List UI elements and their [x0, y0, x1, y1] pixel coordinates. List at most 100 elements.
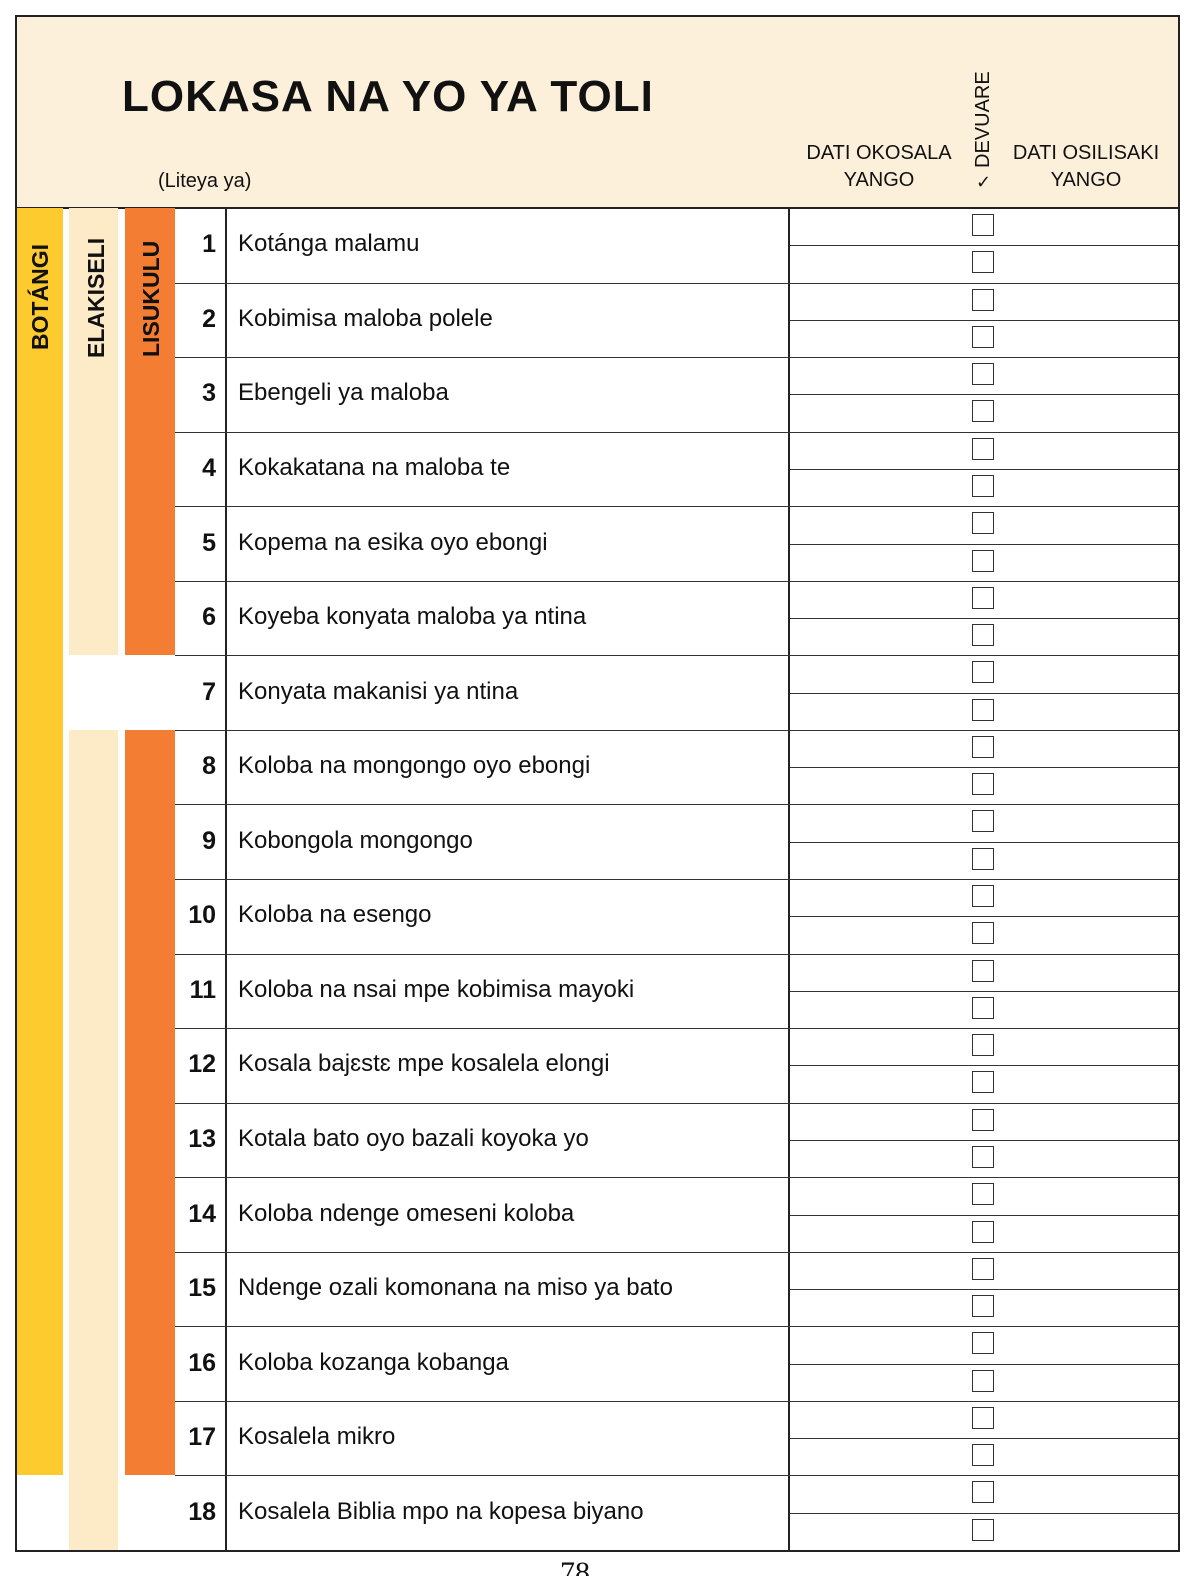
sub-line — [790, 767, 1178, 769]
sub-line — [790, 692, 1178, 694]
checkbox[interactable] — [972, 959, 994, 982]
row-line — [175, 1102, 1178, 1104]
sub-line — [790, 319, 1178, 321]
row-text: Kobongola mongongo — [238, 826, 473, 854]
checkbox[interactable] — [972, 773, 994, 796]
row-number: 16 — [188, 1348, 216, 1377]
row-text: Koyeba konyata maloba ya ntina — [238, 603, 587, 631]
checkbox[interactable] — [972, 1369, 994, 1392]
row-number: 17 — [188, 1423, 216, 1452]
row-number: 5 — [202, 528, 216, 557]
checkbox[interactable] — [972, 996, 994, 1019]
checkbox[interactable] — [972, 661, 994, 684]
row-line — [175, 1251, 1178, 1253]
row-number: 12 — [188, 1050, 216, 1079]
sub-line — [790, 1363, 1178, 1365]
checkbox[interactable] — [972, 1444, 994, 1467]
sub-line — [790, 1065, 1178, 1067]
checkbox[interactable] — [972, 1183, 994, 1206]
row-number: 9 — [202, 826, 216, 855]
row-number: 11 — [189, 975, 216, 1004]
checkbox[interactable] — [972, 1481, 994, 1504]
row-number: 15 — [188, 1274, 216, 1303]
checkbox[interactable] — [972, 1034, 994, 1057]
checkbox[interactable] — [972, 586, 994, 609]
header — [17, 17, 1178, 209]
checkbox[interactable] — [972, 1108, 994, 1131]
sub-line — [790, 394, 1178, 396]
sub-line — [790, 1139, 1178, 1141]
checkbox[interactable] — [972, 1220, 994, 1243]
row-line — [175, 1177, 1178, 1179]
sub-line — [790, 543, 1178, 545]
row-number: 4 — [202, 453, 216, 482]
sub-line — [790, 1512, 1178, 1514]
checkbox[interactable] — [972, 1518, 994, 1541]
row-number: 8 — [202, 752, 216, 781]
row-line — [175, 953, 1178, 955]
sidebar-label: ELAKISELI — [83, 237, 109, 358]
checkbox[interactable] — [972, 1332, 994, 1355]
checkbox[interactable] — [972, 1406, 994, 1429]
checkbox[interactable] — [972, 437, 994, 460]
row-number: 13 — [188, 1124, 216, 1153]
sub-line — [790, 618, 1178, 620]
sub-line — [790, 1214, 1178, 1216]
row-text: Kobimisa maloba polele — [238, 304, 493, 332]
checkbox[interactable] — [972, 847, 994, 870]
row-text: Kopema na esika oyo ebongi — [238, 528, 548, 556]
checkbox[interactable] — [972, 735, 994, 758]
row-text: Koloba kozanga kobanga — [238, 1348, 509, 1376]
row-text: Kosalela mikro — [238, 1423, 396, 1451]
checkbox[interactable] — [972, 1257, 994, 1280]
row-text: Koloba na mongongo oyo ebongi — [238, 752, 591, 780]
checkbox[interactable] — [972, 325, 994, 348]
checkbox[interactable] — [972, 512, 994, 535]
row-line — [175, 879, 1178, 880]
row-text: Kokakatana na maloba te — [238, 453, 511, 481]
row-number: 10 — [188, 901, 216, 930]
checkbox[interactable] — [972, 1295, 994, 1318]
checkbox[interactable] — [972, 251, 994, 274]
row-line — [175, 506, 1178, 508]
sub-line — [790, 468, 1178, 470]
checkbox[interactable] — [972, 1071, 994, 1094]
sub-line — [790, 1438, 1178, 1440]
check-symbol: ✓ — [976, 172, 992, 192]
frame — [15, 15, 1180, 1552]
row-text: Kotánga malamu — [238, 230, 420, 258]
checkbox[interactable] — [972, 698, 994, 721]
sidebar-label: LISUKULU — [138, 240, 164, 357]
row-text: Kosalela Biblia mpo na kopesa biyano — [238, 1497, 644, 1525]
row-text: Konyata makanisi ya ntina — [238, 677, 519, 705]
sub-line — [790, 245, 1178, 247]
checkbox[interactable] — [972, 885, 994, 907]
checkbox[interactable] — [972, 922, 994, 945]
checkbox[interactable] — [972, 624, 994, 647]
row-number: 18 — [188, 1497, 216, 1526]
checkbox[interactable] — [972, 288, 994, 311]
checkbox[interactable] — [972, 363, 994, 386]
row-line — [175, 729, 1178, 731]
subtitle: (Liteya ya) — [158, 170, 252, 192]
column-header: DATI OSILISAKI YANGO — [1012, 142, 1160, 191]
page-number: 78 — [560, 1556, 590, 1576]
checkbox[interactable] — [972, 214, 994, 236]
checkbox[interactable] — [972, 400, 994, 423]
row-line — [175, 1326, 1178, 1328]
row-number: 3 — [202, 379, 216, 408]
row-text: Koloba na esengo — [238, 901, 432, 929]
checkbox[interactable] — [972, 549, 994, 572]
row-text: Ndenge ozali komonana na miso ya bato — [238, 1274, 673, 1302]
sidebar-lesson — [125, 729, 175, 1476]
column-header: DATI OKOSALA YANGO — [806, 142, 952, 191]
row-number: 6 — [202, 603, 216, 632]
row-line — [175, 282, 1178, 284]
checkbox[interactable] — [972, 474, 994, 497]
checkbox[interactable] — [972, 810, 994, 833]
checkbox[interactable] — [972, 1145, 994, 1168]
sub-line — [790, 841, 1178, 843]
row-number: 14 — [188, 1199, 216, 1228]
title: LOKASA NA YO YA TOLI — [122, 72, 654, 121]
